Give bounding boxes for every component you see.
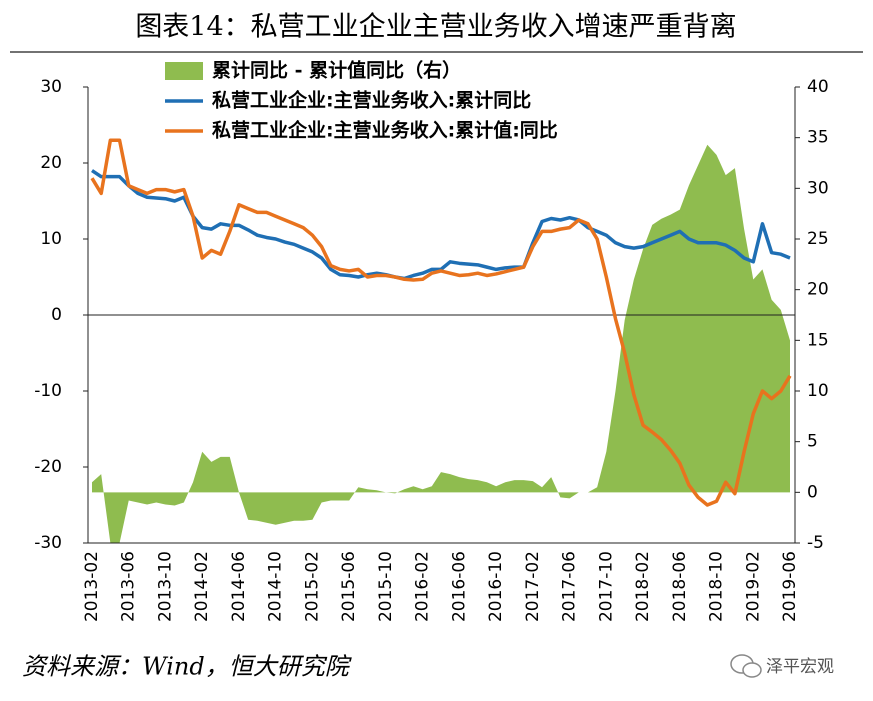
y-tick-label: 10 — [40, 229, 62, 249]
x-tick-label: 2013-06 — [119, 551, 139, 622]
y-tick-label: 20 — [40, 153, 62, 173]
x-tick-label: 2018-02 — [633, 551, 653, 622]
y2-tick-label: 0 — [807, 482, 818, 502]
x-tick-label: 2013-10 — [155, 551, 175, 622]
legend-label: 累计同比 - 累计值同比（右） — [212, 59, 461, 82]
x-tick-label: 2019-06 — [780, 551, 800, 622]
x-tick-label: 2017-06 — [560, 551, 580, 622]
y2-tick-label: 20 — [807, 280, 829, 300]
x-tick-label: 2019-02 — [743, 551, 763, 622]
y2-tick-label: -5 — [807, 533, 824, 553]
area — [92, 144, 790, 543]
x-tick-label: 2014-02 — [192, 551, 212, 622]
y-tick-label: -30 — [34, 533, 62, 553]
y2-tick-label: 30 — [807, 178, 829, 198]
y-tick-label: 0 — [51, 305, 62, 325]
line — [90, 138, 792, 507]
x-tick-label: 2018-10 — [707, 551, 727, 622]
legend-label: 私营工业企业:主营业务收入:累计同比 — [212, 89, 531, 112]
x-tick-label: 2016-02 — [413, 551, 433, 622]
chart-title: 图表14：私营工业企业主营业务收入增速严重背离 — [135, 12, 736, 43]
x-tick-label: 2016-06 — [449, 551, 469, 622]
x-tick-label: 2017-10 — [596, 551, 616, 622]
x-tick-label: 2014-10 — [266, 551, 286, 622]
x-tick-label: 2016-10 — [486, 551, 506, 622]
x-tick-label: 2015-06 — [339, 551, 359, 622]
source: 资料来源：Wind，恒大研究院 — [22, 653, 353, 681]
watermark-icon — [730, 654, 762, 678]
watermark: 泽平宏观 — [766, 657, 834, 677]
y-tick-label: -10 — [34, 381, 62, 401]
y-tick-label: 30 — [40, 77, 62, 97]
y2-tick-label: 5 — [807, 432, 818, 452]
y2-tick-label: 15 — [807, 330, 829, 350]
legend-swatch — [165, 62, 203, 80]
y2-tick-label: 35 — [807, 128, 829, 148]
x-tick-label: 2017-02 — [523, 551, 543, 622]
x-tick-label: 2014-06 — [229, 551, 249, 622]
legend-label: 私营工业企业:主营业务收入:累计值:同比 — [212, 119, 558, 142]
y-tick-label: -20 — [34, 457, 62, 477]
y2-tick-label: 25 — [807, 229, 829, 249]
x-tick-label: 2015-02 — [302, 551, 322, 622]
x-tick-label: 2013-02 — [82, 551, 102, 622]
x-tick-label: 2018-06 — [670, 551, 690, 622]
y2-tick-label: 10 — [807, 381, 829, 401]
x-tick-label: 2015-10 — [376, 551, 396, 622]
y2-tick-label: 40 — [807, 77, 829, 97]
